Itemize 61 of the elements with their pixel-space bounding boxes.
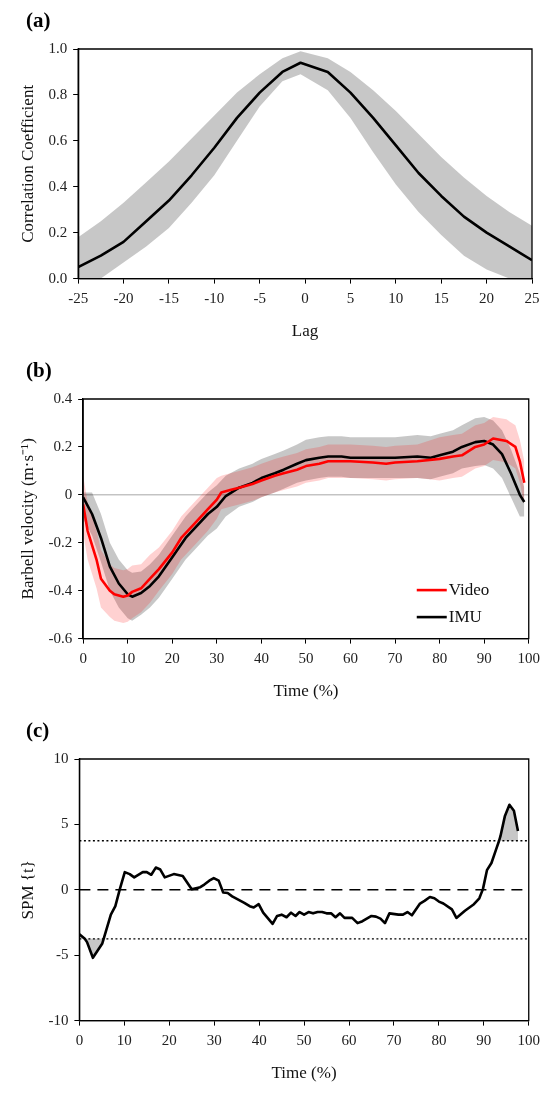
y-tick-label: 0.6 bbox=[48, 131, 68, 148]
y-tick-label: 0.0 bbox=[48, 269, 68, 286]
x-tick-label: 10 bbox=[116, 1031, 132, 1048]
x-tick-label: 80 bbox=[431, 1031, 447, 1048]
x-axis-title: Time (%) bbox=[271, 1063, 337, 1083]
y-tick-label: 5 bbox=[60, 815, 69, 832]
y-tick-label: 0.2 bbox=[48, 223, 68, 240]
x-tick-label: 90 bbox=[476, 649, 492, 666]
x-tick-label: 50 bbox=[298, 649, 314, 666]
x-tick-label: 0 bbox=[301, 289, 309, 306]
x-tick-label: 30 bbox=[206, 1031, 222, 1048]
x-tick-label: 0 bbox=[79, 649, 87, 666]
x-tick-label: 100 bbox=[517, 1031, 540, 1048]
x-tick-label: 50 bbox=[296, 1031, 312, 1048]
x-tick-label: 30 bbox=[209, 649, 225, 666]
x-tick-label: 90 bbox=[476, 1031, 492, 1048]
y-tick-label: -5 bbox=[55, 946, 69, 963]
y-tick-label: 1.0 bbox=[48, 39, 68, 56]
x-tick-label: 60 bbox=[343, 649, 359, 666]
y-tick-label: 10 bbox=[53, 749, 69, 766]
x-tick-label: -15 bbox=[158, 289, 179, 306]
x-tick-label: -20 bbox=[113, 289, 134, 306]
x-tick-label: 25 bbox=[524, 289, 540, 306]
y-tick-label: 0.2 bbox=[53, 437, 73, 454]
chart-title: (b) bbox=[25, 357, 53, 384]
legend-label: Video bbox=[448, 579, 490, 599]
y-tick-label: -0.4 bbox=[48, 581, 73, 598]
x-axis-title: Lag bbox=[291, 321, 319, 341]
y-tick-label: 0.4 bbox=[53, 389, 73, 406]
x-tick-label: -25 bbox=[68, 289, 89, 306]
chart-title: (a) bbox=[25, 7, 52, 34]
y-tick-label: -0.2 bbox=[48, 533, 73, 550]
y-tick-label: 0.8 bbox=[48, 85, 68, 102]
x-tick-label: 100 bbox=[517, 649, 540, 666]
y-tick-label: 0 bbox=[64, 485, 73, 502]
x-tick-label: -10 bbox=[204, 289, 225, 306]
x-tick-label: 15 bbox=[433, 289, 449, 306]
y-tick-label: 0 bbox=[60, 880, 69, 897]
y-tick-label: 0.4 bbox=[48, 177, 68, 194]
x-tick-label: 20 bbox=[479, 289, 495, 306]
x-tick-label: 5 bbox=[346, 289, 355, 306]
x-tick-label: 20 bbox=[161, 1031, 177, 1048]
x-tick-label: 60 bbox=[341, 1031, 357, 1048]
y-axis-title: Barbell velocity (m·s⁻¹) bbox=[17, 438, 37, 600]
x-axis-title: Time (%) bbox=[273, 681, 339, 701]
x-tick-label: 20 bbox=[164, 649, 180, 666]
y-axis-title: SPM {t} bbox=[17, 860, 37, 920]
y-tick-label: -0.6 bbox=[48, 629, 73, 646]
x-tick-label: 0 bbox=[75, 1031, 84, 1048]
legend-label: IMU bbox=[448, 606, 482, 626]
x-tick-label: 80 bbox=[432, 649, 448, 666]
x-tick-label: 70 bbox=[386, 1031, 402, 1048]
x-tick-label: 40 bbox=[253, 649, 269, 666]
x-tick-label: 10 bbox=[388, 289, 404, 306]
chart-title: (c) bbox=[25, 717, 51, 744]
y-tick-label: -10 bbox=[48, 1011, 69, 1028]
x-tick-label: 10 bbox=[120, 649, 136, 666]
x-tick-label: 70 bbox=[387, 649, 403, 666]
y-axis-title: Correlation Coefficient bbox=[17, 84, 37, 243]
x-tick-label: -5 bbox=[253, 289, 266, 306]
x-tick-label: 40 bbox=[251, 1031, 267, 1048]
